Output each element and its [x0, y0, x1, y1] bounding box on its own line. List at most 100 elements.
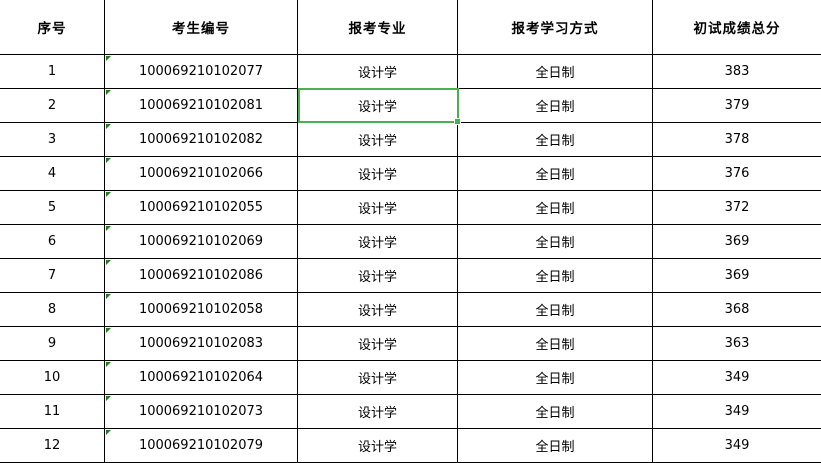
table-row: 9 100069210102083 设计学 全日制 363 — [0, 327, 821, 361]
index-cell[interactable]: 11 — [0, 395, 105, 428]
cell-text: 100069210102069 — [138, 234, 264, 249]
table-row: 6 100069210102069 设计学 全日制 369 — [0, 225, 821, 259]
major-cell[interactable]: 设计学 — [298, 293, 458, 326]
candidate-id-cell[interactable]: 100069210102064 — [105, 361, 298, 394]
study-mode-cell[interactable]: 全日制 — [458, 293, 653, 326]
study-mode-cell[interactable]: 全日制 — [458, 55, 653, 88]
candidate-id-cell[interactable]: 100069210102066 — [105, 157, 298, 190]
candidate-id-cell[interactable]: 100069210102058 — [105, 293, 298, 326]
score-cell[interactable]: 363 — [724, 336, 750, 351]
score-cell[interactable]: 378 — [724, 132, 750, 147]
index-cell[interactable]: 6 — [0, 225, 105, 258]
major-cell[interactable]: 设计学 — [298, 89, 458, 122]
score-cell[interactable]: 379 — [724, 98, 750, 113]
index-cell[interactable]: 4 — [0, 157, 105, 190]
score-cell[interactable]: 372 — [724, 200, 750, 215]
study-mode-cell[interactable]: 全日制 — [458, 429, 653, 462]
candidate-id-cell[interactable]: 100069210102069 — [105, 225, 298, 258]
header-total-score[interactable]: 初试成绩总分 — [693, 21, 781, 37]
study-mode-cell[interactable]: 全日制 — [458, 123, 653, 156]
candidate-id-cell[interactable]: 100069210102079 — [105, 429, 298, 462]
table-row: 2 100069210102081 设计学 全日制 379 — [0, 89, 821, 123]
study-mode-cell[interactable]: 全日制 — [458, 89, 653, 122]
index-cell[interactable]: 8 — [0, 293, 105, 326]
table-row: 8 100069210102058 设计学 全日制 368 — [0, 293, 821, 327]
candidate-id-cell[interactable]: 100069210102073 — [105, 395, 298, 428]
index-cell[interactable]: 7 — [0, 259, 105, 292]
cell-text: 100069210102086 — [138, 268, 264, 283]
number-as-text-marker-icon — [106, 430, 111, 435]
study-mode-cell[interactable]: 全日制 — [458, 395, 653, 428]
number-as-text-marker-icon — [106, 294, 111, 299]
table-row: 4 100069210102066 设计学 全日制 376 — [0, 157, 821, 191]
number-as-text-marker-icon — [106, 362, 111, 367]
index-cell[interactable]: 12 — [0, 429, 105, 462]
candidate-id-cell[interactable]: 100069210102055 — [105, 191, 298, 224]
table-row: 5 100069210102055 设计学 全日制 372 — [0, 191, 821, 225]
score-cell[interactable]: 376 — [724, 166, 750, 181]
number-as-text-marker-icon — [106, 396, 111, 401]
index-cell[interactable]: 1 — [0, 55, 105, 88]
study-mode-cell[interactable]: 全日制 — [458, 361, 653, 394]
candidate-id-cell[interactable]: 100069210102082 — [105, 123, 298, 156]
cell-text: 100069210102066 — [138, 166, 264, 181]
candidate-id-cell[interactable]: 100069210102077 — [105, 55, 298, 88]
major-cell[interactable]: 设计学 — [298, 123, 458, 156]
score-cell[interactable]: 349 — [724, 404, 750, 419]
study-mode-cell[interactable]: 全日制 — [458, 191, 653, 224]
table-row: 10 100069210102064 设计学 全日制 349 — [0, 361, 821, 395]
cell-text: 100069210102055 — [138, 200, 264, 215]
cell-text: 100069210102081 — [138, 98, 264, 113]
header-index[interactable]: 序号 — [0, 0, 105, 54]
cell-text: 100069210102079 — [138, 438, 264, 453]
table-row: 3 100069210102082 设计学 全日制 378 — [0, 123, 821, 157]
number-as-text-marker-icon — [106, 192, 111, 197]
score-cell[interactable]: 369 — [724, 234, 750, 249]
table-row: 11 100069210102073 设计学 全日制 349 — [0, 395, 821, 429]
header-candidate-id[interactable]: 考生编号 — [105, 0, 298, 54]
number-as-text-marker-icon — [106, 124, 111, 129]
major-cell[interactable]: 设计学 — [298, 191, 458, 224]
major-cell[interactable]: 设计学 — [298, 395, 458, 428]
score-cell[interactable]: 383 — [724, 64, 750, 79]
candidate-id-cell[interactable]: 100069210102081 — [105, 89, 298, 122]
major-cell[interactable]: 设计学 — [298, 225, 458, 258]
index-cell[interactable]: 10 — [0, 361, 105, 394]
number-as-text-marker-icon — [106, 158, 111, 163]
table-row: 1 100069210102077 设计学 全日制 383 — [0, 55, 821, 89]
study-mode-cell[interactable]: 全日制 — [458, 327, 653, 360]
candidate-id-cell[interactable]: 100069210102086 — [105, 259, 298, 292]
index-cell[interactable]: 2 — [0, 89, 105, 122]
index-cell[interactable]: 9 — [0, 327, 105, 360]
cell-text: 100069210102077 — [138, 64, 264, 79]
study-mode-cell[interactable]: 全日制 — [458, 225, 653, 258]
candidate-id-cell[interactable]: 100069210102083 — [105, 327, 298, 360]
number-as-text-marker-icon — [106, 90, 111, 95]
major-cell[interactable]: 设计学 — [298, 259, 458, 292]
number-as-text-marker-icon — [106, 56, 111, 61]
score-cell[interactable]: 369 — [724, 268, 750, 283]
table-row: 7 100069210102086 设计学 全日制 369 — [0, 259, 821, 293]
cell-text: 100069210102083 — [138, 336, 264, 351]
major-cell[interactable]: 设计学 — [298, 55, 458, 88]
cell-text: 100069210102082 — [138, 132, 264, 147]
study-mode-cell[interactable]: 全日制 — [458, 259, 653, 292]
major-cell[interactable]: 设计学 — [298, 327, 458, 360]
number-as-text-marker-icon — [106, 260, 111, 265]
table-row: 12 100069210102079 设计学 全日制 349 — [0, 429, 821, 463]
header-row: 序号 考生编号 报考专业 报考学习方式 初试成绩总分 — [0, 0, 821, 55]
cell-text: 100069210102058 — [138, 302, 264, 317]
header-major[interactable]: 报考专业 — [298, 0, 458, 54]
major-cell[interactable]: 设计学 — [298, 361, 458, 394]
score-cell[interactable]: 349 — [724, 370, 750, 385]
header-study-mode[interactable]: 报考学习方式 — [458, 0, 653, 54]
cell-text: 100069210102064 — [138, 370, 264, 385]
score-cell[interactable]: 349 — [724, 438, 750, 453]
index-cell[interactable]: 3 — [0, 123, 105, 156]
index-cell[interactable]: 5 — [0, 191, 105, 224]
score-cell[interactable]: 368 — [724, 302, 750, 317]
study-mode-cell[interactable]: 全日制 — [458, 157, 653, 190]
number-as-text-marker-icon — [106, 226, 111, 231]
major-cell[interactable]: 设计学 — [298, 429, 458, 462]
major-cell[interactable]: 设计学 — [298, 157, 458, 190]
